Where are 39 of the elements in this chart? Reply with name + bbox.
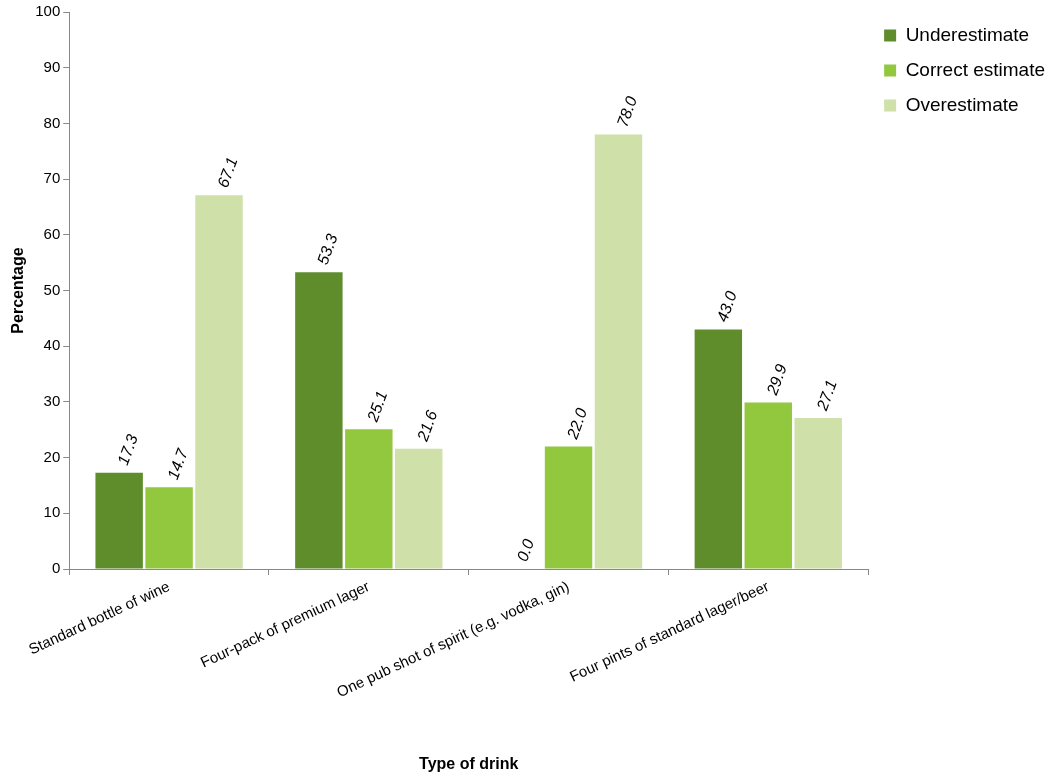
- text: 0.0: [513, 536, 538, 564]
- x-axis-title: Type of drink: [419, 754, 519, 772]
- bar: [195, 195, 243, 569]
- y-tick-label: 60: [43, 224, 61, 242]
- bar: [295, 272, 343, 569]
- legend-label: Correct estimate: [905, 58, 1045, 80]
- bar: [345, 429, 393, 569]
- y-tick-label: 30: [43, 392, 61, 410]
- y-axis-title: Percentage: [9, 247, 27, 334]
- bar: [594, 134, 643, 569]
- text: 67.1: [214, 154, 241, 190]
- text: 53.3: [313, 231, 341, 267]
- bar: [744, 402, 792, 569]
- text: 22.0: [563, 405, 591, 442]
- text: 27.1: [813, 377, 840, 413]
- text: 43.0: [713, 288, 740, 325]
- bar: [544, 446, 593, 569]
- y-tick-label: 0: [51, 559, 61, 577]
- text: 14.7: [164, 446, 191, 482]
- text: 21.6: [413, 408, 441, 444]
- y-tick-label: 70: [43, 169, 61, 187]
- y-tick-label: 90: [43, 57, 61, 75]
- bar: [395, 448, 443, 569]
- bar: [694, 329, 743, 569]
- legend-label: Underestimate: [905, 23, 1030, 45]
- bar: [145, 487, 193, 569]
- y-tick-label: 10: [43, 503, 61, 521]
- y-tick-label: 20: [43, 447, 61, 465]
- text: 78.0: [613, 94, 641, 130]
- text: 29.9: [763, 361, 790, 398]
- y-tick-label: 100: [35, 2, 61, 20]
- y-tick-label: 40: [43, 336, 61, 354]
- bar: [95, 472, 143, 569]
- y-tick-label: 50: [43, 280, 61, 298]
- bar: [794, 418, 842, 569]
- text: 17.3: [114, 432, 141, 468]
- legend-label: Overestimate: [905, 93, 1019, 115]
- text: 25.1: [363, 388, 391, 424]
- y-tick-label: 80: [43, 113, 61, 131]
